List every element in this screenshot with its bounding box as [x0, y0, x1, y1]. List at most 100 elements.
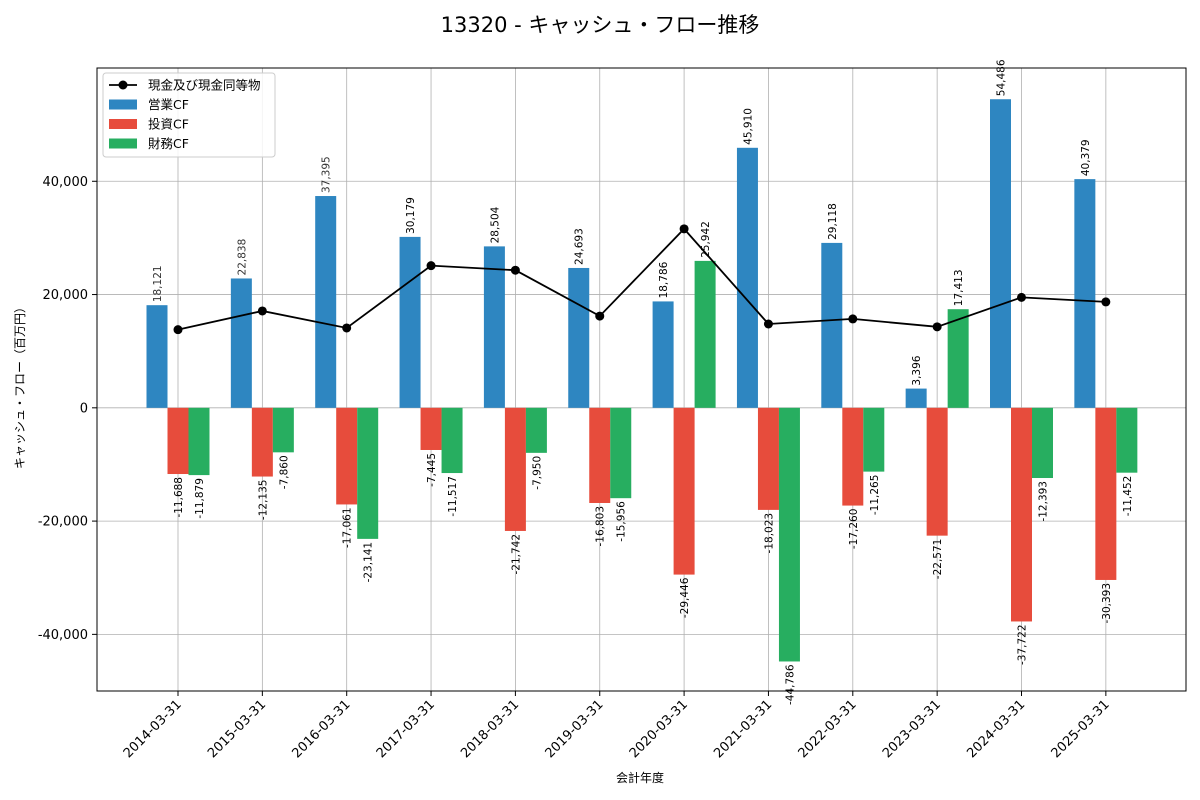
line-point — [595, 311, 605, 321]
bar-投資CF — [504, 407, 526, 531]
bar-営業CF — [230, 278, 252, 408]
bar-財務CF — [863, 407, 885, 472]
bar-営業CF — [483, 246, 505, 408]
data-label-財務CF: -11,517 — [447, 476, 459, 517]
data-label-財務CF: 17,413 — [953, 269, 965, 306]
data-label-投資CF: -37,722 — [1017, 624, 1029, 665]
bar-財務CF — [947, 309, 969, 408]
data-label-財務CF: -12,393 — [1038, 481, 1050, 522]
data-label-財務CF: -11,879 — [194, 478, 206, 519]
bar-財務CF — [441, 407, 463, 474]
bars-layer — [146, 99, 1138, 662]
data-label-投資CF: -30,393 — [1101, 583, 1113, 624]
bar-財務CF — [525, 407, 547, 453]
bar-投資CF — [1095, 407, 1117, 580]
chart-title: 13320 - キャッシュ・フロー推移 — [441, 13, 760, 37]
line-point — [763, 319, 773, 329]
bar-投資CF — [251, 407, 273, 477]
data-label-投資CF: -12,135 — [257, 480, 269, 521]
bar-投資CF — [842, 407, 864, 506]
bar-投資CF — [589, 407, 611, 503]
legend-swatch — [109, 138, 137, 149]
data-label-投資CF: -21,742 — [510, 534, 522, 575]
bar-営業CF — [399, 236, 421, 408]
data-label-投資CF: -11,688 — [173, 477, 185, 518]
bar-財務CF — [1032, 407, 1053, 479]
data-label-財務CF: -7,950 — [531, 456, 543, 490]
data-label-営業CF: 18,121 — [152, 265, 164, 302]
data-label-財務CF: 25,942 — [700, 221, 712, 258]
x-tick-label: 2018-03-31 — [458, 697, 522, 761]
bar-営業CF — [146, 305, 168, 408]
x-tick-label: 2015-03-31 — [205, 697, 269, 761]
bar-投資CF — [420, 407, 442, 450]
line-point — [257, 306, 267, 316]
line-point — [1101, 297, 1111, 307]
bar-営業CF — [821, 242, 843, 408]
data-label-財務CF: -7,860 — [278, 455, 290, 489]
legend-marker — [118, 80, 128, 90]
x-tick-label: 2016-03-31 — [289, 697, 353, 761]
data-label-財務CF: -23,141 — [363, 542, 375, 583]
bar-営業CF — [736, 147, 758, 408]
data-label-営業CF: 45,910 — [742, 108, 754, 145]
data-label-投資CF: -29,446 — [679, 577, 691, 618]
data-label-投資CF: -7,445 — [426, 453, 438, 487]
data-label-投資CF: -17,260 — [848, 509, 860, 550]
bar-財務CF — [272, 407, 294, 453]
bar-営業CF — [315, 196, 337, 408]
x-tick-label: 2014-03-31 — [121, 697, 185, 761]
data-label-営業CF: 54,486 — [996, 59, 1008, 96]
x-tick-label: 2020-03-31 — [627, 697, 691, 761]
data-label-営業CF: 29,118 — [827, 203, 839, 240]
grid-layer — [97, 68, 1186, 691]
bar-投資CF — [926, 407, 948, 536]
x-tick-label: 2025-03-31 — [1049, 697, 1113, 761]
line-point — [173, 325, 183, 335]
bar-営業CF — [652, 301, 674, 408]
y-tick-label: -20,000 — [38, 515, 88, 530]
data-label-営業CF: 18,786 — [658, 261, 670, 298]
line-現金及び現金同等物 — [177, 227, 1106, 331]
x-axis-label: 会計年度 — [616, 770, 664, 785]
data-label-財務CF: -44,786 — [784, 664, 796, 705]
x-tick-label: 2022-03-31 — [796, 697, 860, 761]
x-tick-label: 2021-03-31 — [711, 697, 775, 761]
data-label-投資CF: -22,571 — [932, 539, 944, 580]
y-tick-label: 20,000 — [43, 288, 89, 303]
y-tick-label: 0 — [80, 401, 88, 416]
bar-営業CF — [1074, 179, 1096, 408]
bar-投資CF — [1011, 407, 1032, 622]
line-point — [426, 261, 436, 271]
bar-投資CF — [167, 407, 189, 475]
line-point — [342, 323, 352, 333]
data-label-営業CF: 37,395 — [321, 156, 333, 193]
data-label-営業CF: 28,504 — [489, 206, 501, 243]
data-label-財務CF: -11,452 — [1122, 476, 1134, 517]
data-label-投資CF: -16,803 — [595, 506, 607, 547]
data-label-営業CF: 30,179 — [405, 197, 417, 234]
x-tick-label: 2017-03-31 — [374, 697, 438, 761]
bar-財務CF — [188, 407, 210, 476]
bar-営業CF — [990, 99, 1011, 408]
data-label-営業CF: 3,396 — [911, 355, 923, 385]
line-layer — [173, 224, 1111, 335]
data-label-財務CF: -15,956 — [616, 501, 628, 542]
bar-投資CF — [673, 407, 695, 575]
bar-財務CF — [694, 260, 716, 408]
data-label-投資CF: -18,023 — [763, 513, 775, 554]
line-point — [510, 265, 520, 275]
legend-swatch — [109, 119, 137, 129]
bar-投資CF — [757, 407, 779, 510]
bar-財務CF — [357, 407, 379, 539]
x-tick-label: 2019-03-31 — [543, 697, 607, 761]
bar-営業CF — [905, 388, 927, 408]
data-label-営業CF: 22,838 — [236, 239, 248, 276]
legend-swatch — [109, 99, 137, 110]
bar-財務CF — [1116, 407, 1138, 473]
x-tick-label: 2024-03-31 — [964, 697, 1028, 761]
y-tick-label: 40,000 — [43, 175, 89, 190]
